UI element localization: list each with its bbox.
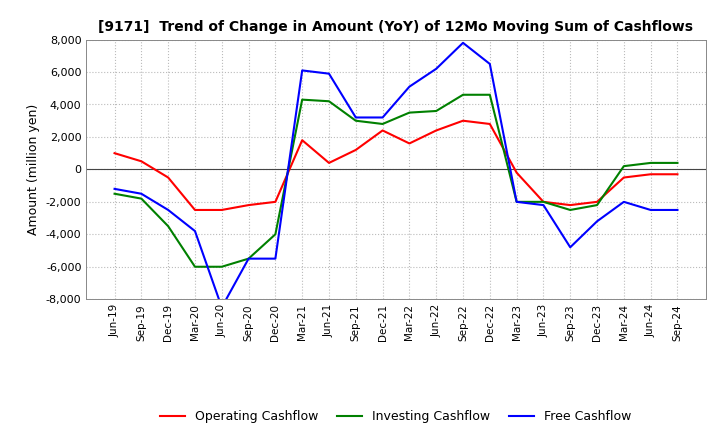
Free Cashflow	[459, 40, 467, 45]
Free Cashflow	[271, 256, 279, 261]
Investing Cashflow	[513, 199, 521, 205]
Investing Cashflow	[432, 108, 441, 114]
Investing Cashflow	[619, 164, 628, 169]
Investing Cashflow	[217, 264, 226, 269]
Line: Investing Cashflow: Investing Cashflow	[114, 95, 678, 267]
Free Cashflow	[485, 61, 494, 66]
Operating Cashflow	[405, 141, 414, 146]
Free Cashflow	[164, 207, 173, 213]
Free Cashflow	[325, 71, 333, 76]
Free Cashflow	[244, 256, 253, 261]
Investing Cashflow	[191, 264, 199, 269]
Investing Cashflow	[539, 199, 548, 205]
Investing Cashflow	[164, 224, 173, 229]
Operating Cashflow	[217, 207, 226, 213]
Free Cashflow	[298, 68, 307, 73]
Operating Cashflow	[378, 128, 387, 133]
Investing Cashflow	[244, 256, 253, 261]
Free Cashflow	[619, 199, 628, 205]
Operating Cashflow	[191, 207, 199, 213]
Operating Cashflow	[485, 121, 494, 127]
Investing Cashflow	[325, 99, 333, 104]
Operating Cashflow	[432, 128, 441, 133]
Investing Cashflow	[405, 110, 414, 115]
Free Cashflow	[539, 202, 548, 208]
Title: [9171]  Trend of Change in Amount (YoY) of 12Mo Moving Sum of Cashflows: [9171] Trend of Change in Amount (YoY) o…	[99, 20, 693, 34]
Free Cashflow	[673, 207, 682, 213]
Investing Cashflow	[351, 118, 360, 123]
Investing Cashflow	[137, 196, 145, 201]
Free Cashflow	[566, 245, 575, 250]
Operating Cashflow	[647, 172, 655, 177]
Free Cashflow	[217, 304, 226, 310]
Operating Cashflow	[619, 175, 628, 180]
Operating Cashflow	[513, 170, 521, 175]
Free Cashflow	[405, 84, 414, 89]
Operating Cashflow	[593, 199, 601, 205]
Operating Cashflow	[164, 175, 173, 180]
Operating Cashflow	[325, 160, 333, 165]
Operating Cashflow	[673, 172, 682, 177]
Operating Cashflow	[298, 138, 307, 143]
Operating Cashflow	[566, 202, 575, 208]
Free Cashflow	[513, 199, 521, 205]
Investing Cashflow	[271, 231, 279, 237]
Operating Cashflow	[110, 150, 119, 156]
Free Cashflow	[378, 115, 387, 120]
Operating Cashflow	[351, 147, 360, 153]
Investing Cashflow	[647, 160, 655, 165]
Investing Cashflow	[298, 97, 307, 102]
Free Cashflow	[432, 66, 441, 71]
Operating Cashflow	[244, 202, 253, 208]
Operating Cashflow	[271, 199, 279, 205]
Free Cashflow	[647, 207, 655, 213]
Investing Cashflow	[593, 202, 601, 208]
Investing Cashflow	[485, 92, 494, 97]
Investing Cashflow	[378, 121, 387, 127]
Operating Cashflow	[539, 199, 548, 205]
Operating Cashflow	[459, 118, 467, 123]
Free Cashflow	[191, 228, 199, 234]
Y-axis label: Amount (million yen): Amount (million yen)	[27, 104, 40, 235]
Free Cashflow	[137, 191, 145, 196]
Investing Cashflow	[566, 207, 575, 213]
Line: Operating Cashflow: Operating Cashflow	[114, 121, 678, 210]
Investing Cashflow	[459, 92, 467, 97]
Investing Cashflow	[673, 160, 682, 165]
Operating Cashflow	[137, 159, 145, 164]
Free Cashflow	[110, 186, 119, 191]
Free Cashflow	[351, 115, 360, 120]
Investing Cashflow	[110, 191, 119, 196]
Free Cashflow	[593, 219, 601, 224]
Legend: Operating Cashflow, Investing Cashflow, Free Cashflow: Operating Cashflow, Investing Cashflow, …	[156, 405, 636, 428]
Line: Free Cashflow: Free Cashflow	[114, 43, 678, 307]
